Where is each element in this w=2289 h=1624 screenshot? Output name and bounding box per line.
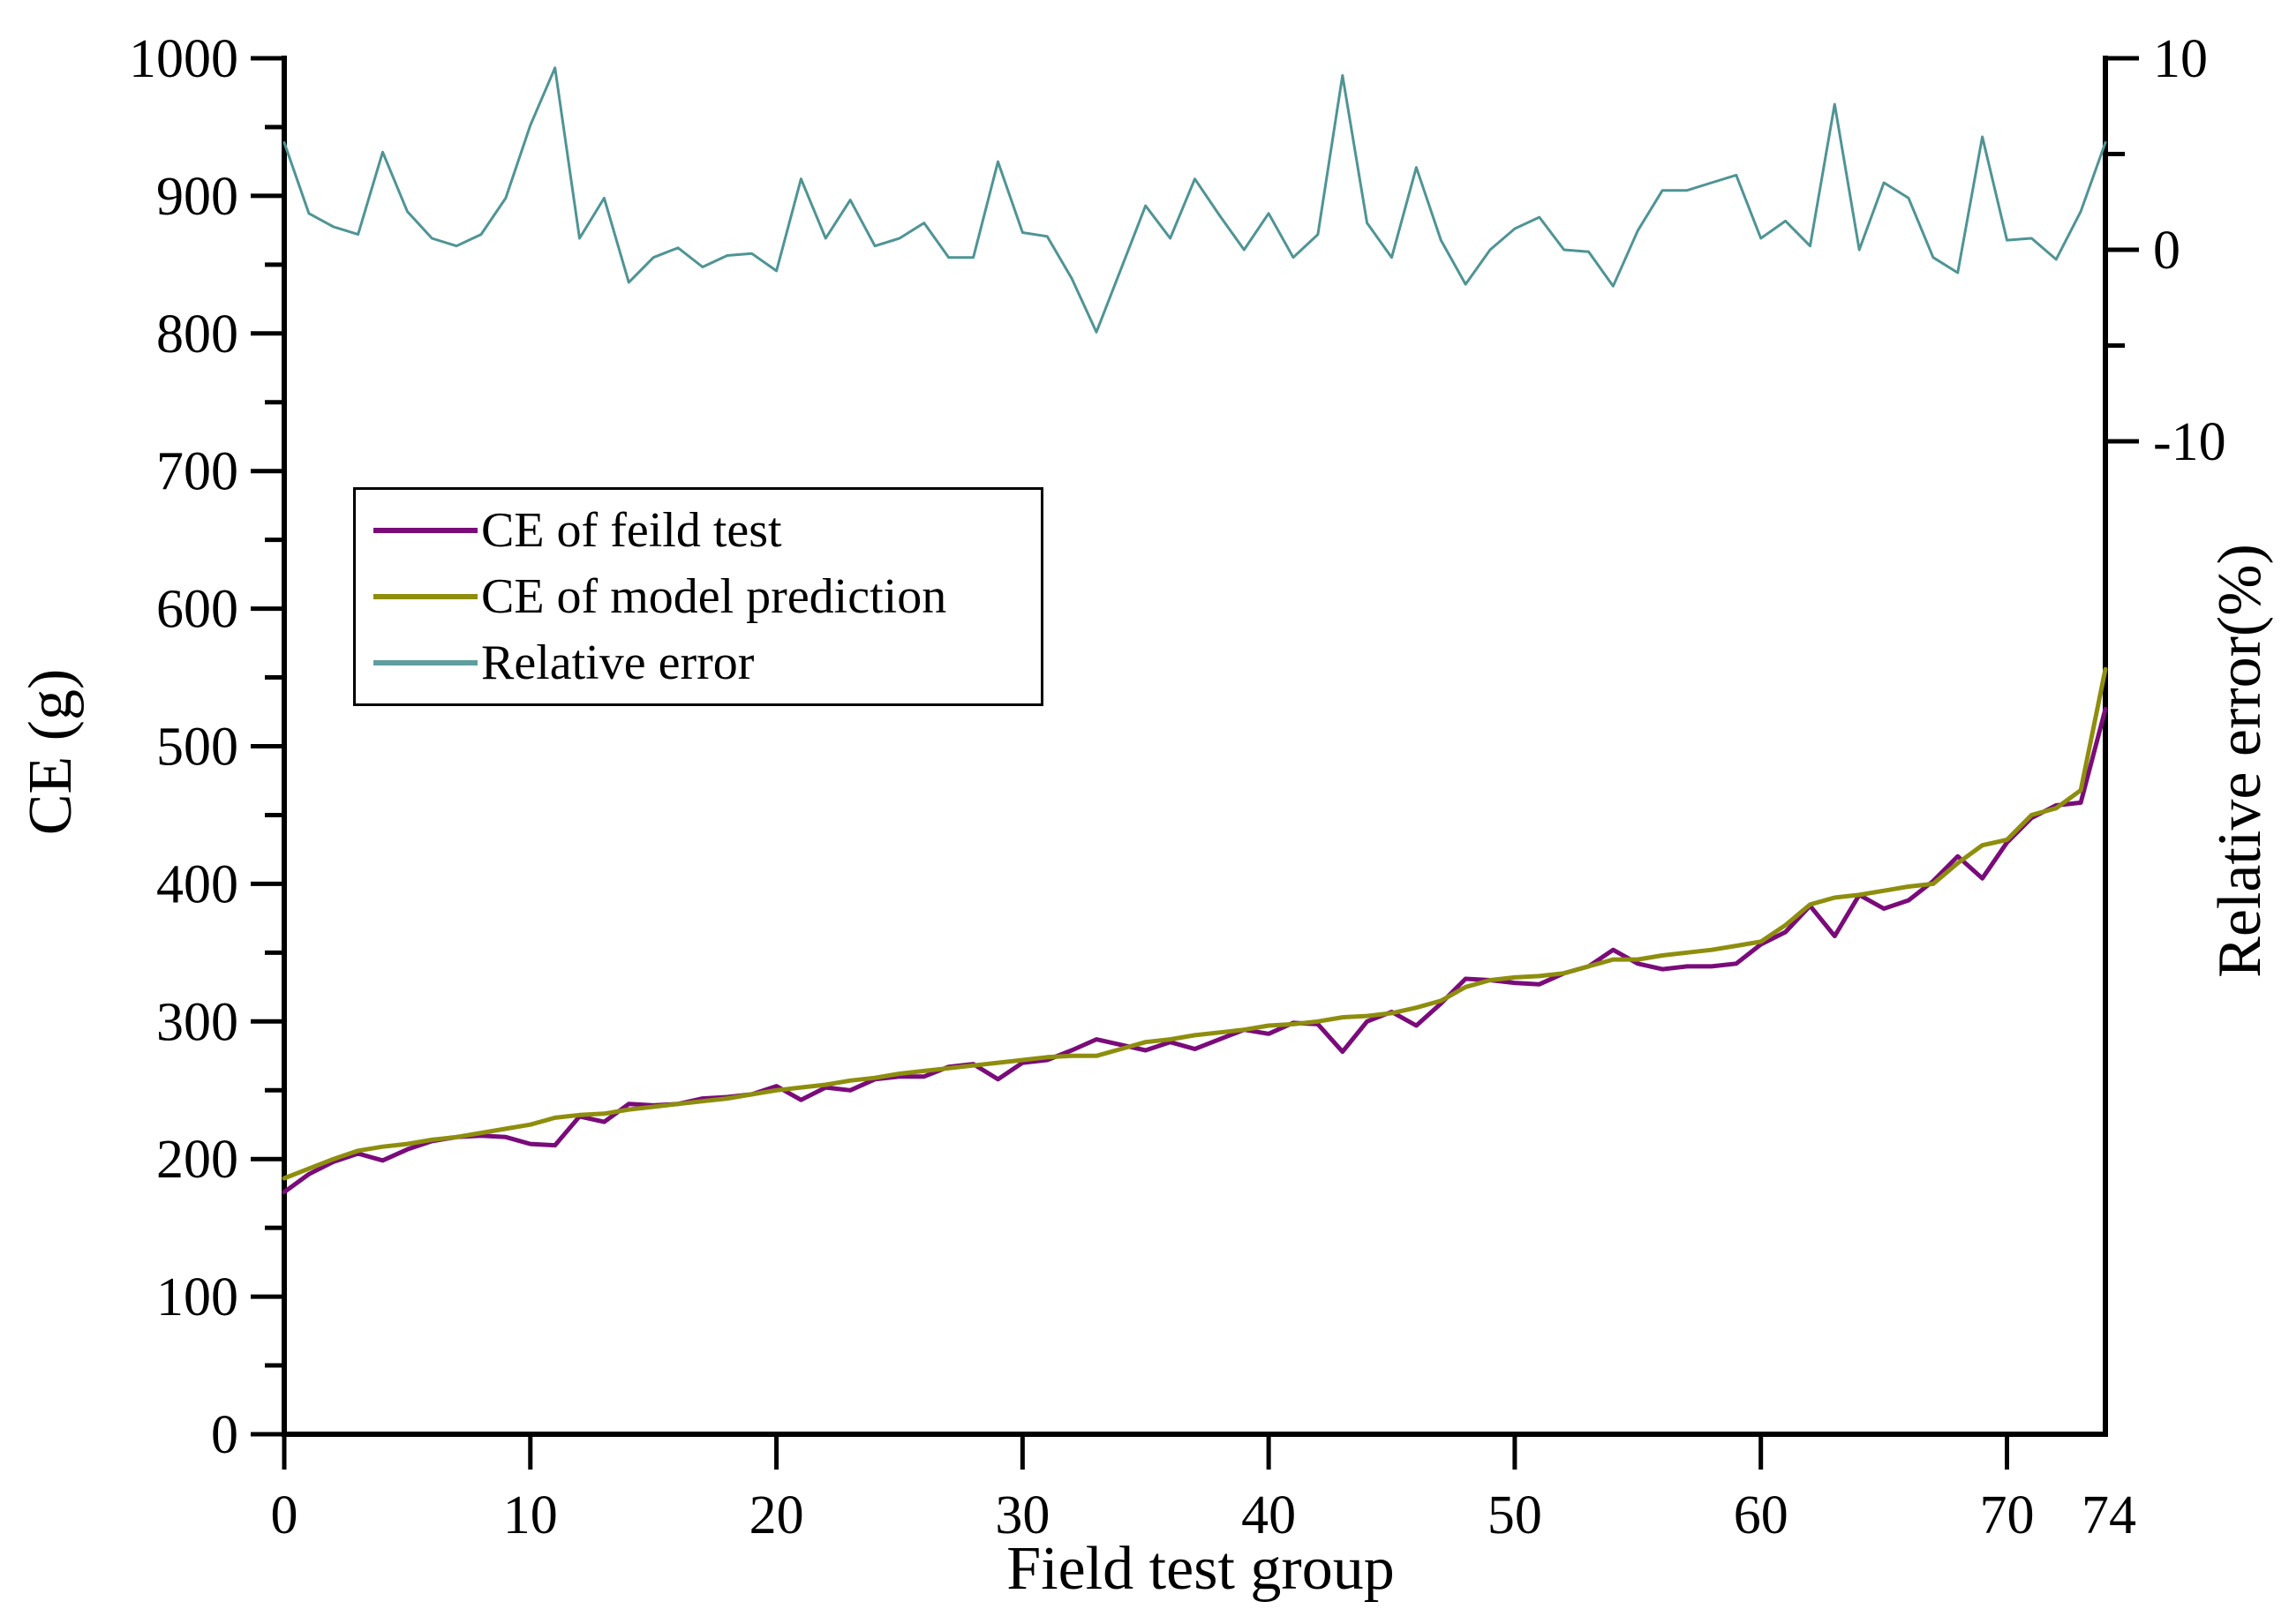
bottom-axis-tick-label: 70 — [1979, 1485, 2034, 1545]
field-test-line-swatch — [373, 527, 478, 533]
legend-entry-model-prediction: CE of model prediction — [373, 572, 1032, 621]
legend-entry-relative-error: Relative error — [373, 638, 1032, 688]
legend-label: CE of feild test — [481, 502, 782, 558]
bottom-axis-title: Field test group — [1006, 1535, 1395, 1603]
left-axis-tick-label: 900 — [156, 167, 238, 227]
left-axis-tick-label: 200 — [156, 1130, 238, 1190]
left-axis-tick-label: 1000 — [129, 29, 238, 89]
left-axis-tick-label: 100 — [156, 1267, 238, 1327]
relative-error-line-swatch — [373, 660, 478, 666]
left-axis-tick-label: 400 — [156, 854, 238, 914]
right-axis-tick-label: 10 — [2153, 29, 2208, 89]
bottom-axis-tick-label: 30 — [995, 1485, 1050, 1545]
bottom-axis-tick-label: 50 — [1487, 1485, 1542, 1545]
right-axis-tick-label: -10 — [2153, 412, 2226, 472]
bottom-axis-tick-label: 0 — [271, 1485, 298, 1545]
left-axis-tick-label: 600 — [156, 580, 238, 640]
left-axis-tick-label: 0 — [211, 1405, 238, 1465]
legend-label: Relative error — [481, 635, 755, 691]
left-axis-tick-label: 500 — [156, 718, 238, 778]
bottom-axis-tick-label: 10 — [503, 1485, 558, 1545]
left-axis-tick-label: 700 — [156, 442, 238, 502]
bottom-axis-end-label: 74 — [2082, 1485, 2136, 1545]
model-prediction-line-swatch — [373, 593, 478, 599]
left-axis-tick-label: 800 — [156, 304, 238, 365]
right-axis-tick-label: 0 — [2153, 221, 2180, 281]
legend-entry-field-test: CE of feild test — [373, 506, 1032, 555]
bottom-axis-tick-label: 40 — [1241, 1485, 1296, 1545]
series-line-ce-of-model-prediction — [282, 666, 2108, 1181]
left-axis-tick-label: 300 — [156, 992, 238, 1052]
legend-label: CE of model prediction — [481, 568, 947, 624]
bottom-axis-tick-label: 60 — [1734, 1485, 1788, 1545]
legend-box: CE of feild test CE of model prediction … — [353, 487, 1043, 706]
right-axis-title: Relative error(%) — [2206, 544, 2274, 978]
series-line-relative-error — [282, 66, 2107, 334]
bottom-axis-tick-label: 20 — [749, 1485, 804, 1545]
left-axis-title: CE (g) — [17, 668, 85, 836]
series-line-ce-of-feild-test — [282, 706, 2108, 1195]
